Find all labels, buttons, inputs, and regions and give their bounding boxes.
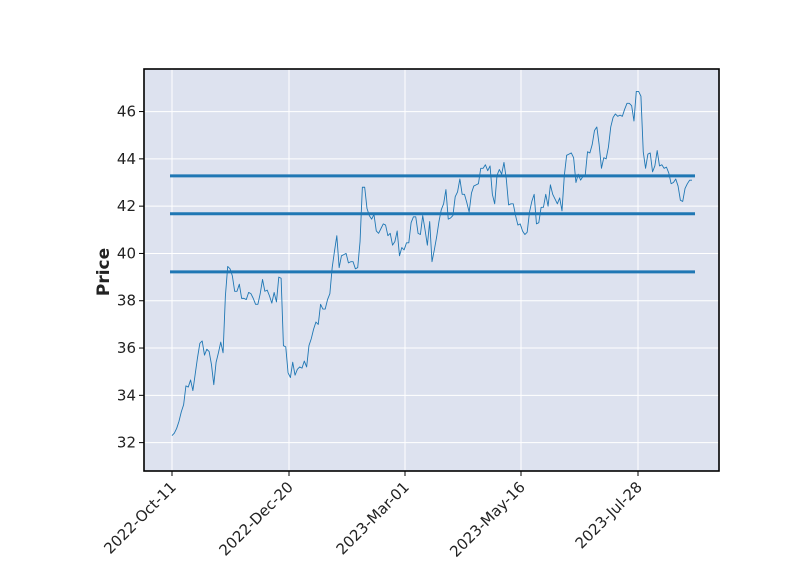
grid-lines (144, 69, 719, 471)
horizontal-lines (170, 174, 695, 274)
y-tick-label: 32 (117, 434, 136, 452)
y-tick-label: 36 (117, 339, 136, 357)
y-tick-label: 38 (117, 292, 136, 310)
x-tick-label: 2023-May-16 (446, 478, 529, 561)
x-tick-label: 2023-Jul-28 (572, 478, 646, 552)
x-tick-label: 2022-Oct-11 (100, 478, 180, 558)
plot-frame (143, 68, 720, 472)
y-axis: 32 34 36 38 40 42 44 46 (117, 103, 144, 452)
y-axis-label: Price (94, 248, 114, 296)
plot-area (144, 69, 719, 471)
price-series-line (171, 91, 692, 436)
x-axis: 2022-Oct-11 2022-Dec-20 2023-Mar-01 2023-Ma… (100, 471, 646, 561)
y-tick-label: 40 (117, 244, 136, 262)
y-tick-label: 46 (117, 103, 136, 121)
y-tick-label: 44 (117, 150, 136, 168)
y-tick-label: 34 (117, 386, 136, 404)
x-tick-label: 2022-Dec-20 (215, 478, 296, 559)
x-tick-label: 2023-Mar-01 (333, 478, 413, 558)
y-tick-label: 42 (117, 197, 136, 215)
